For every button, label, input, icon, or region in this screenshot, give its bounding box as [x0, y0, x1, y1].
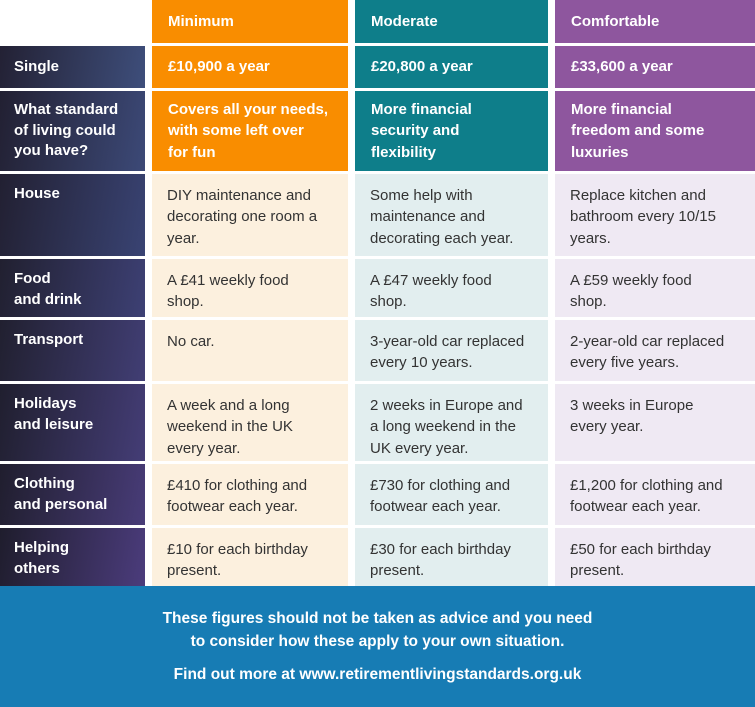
cell-house-moderate: Some help with maintenance and decoratin… [355, 174, 548, 256]
column-header-comfortable: Comfortable [555, 0, 755, 43]
cell-holidays-minimum: A week and a long weekend in the UK ever… [152, 384, 348, 461]
cell-clothing-comfortable: £1,200 for clothing and footwear each ye… [555, 464, 755, 525]
column-header-minimum: Minimum [152, 0, 348, 43]
cell-food-minimum: A £41 weekly food shop. [152, 259, 348, 317]
cell-food-comfortable: A £59 weekly food shop. [555, 259, 755, 317]
footer-disclaimer: These figures should not be taken as adv… [162, 610, 593, 651]
standards-grid: Minimum Moderate Comfortable Single £10,… [0, 0, 755, 586]
cell-standard-moderate: More financial security and flexibility [355, 91, 548, 171]
header-spacer [0, 0, 145, 43]
cell-transport-comfortable: 2-year-old car replaced every five years… [555, 320, 755, 381]
row-label-clothing-and-personal: Clothing and personal [0, 464, 145, 525]
cell-single-comfortable: £33,600 a year [555, 46, 755, 88]
cell-standard-comfortable: More financial freedom and some luxuries [555, 91, 755, 171]
cell-single-moderate: £20,800 a year [355, 46, 548, 88]
footer-find-out-more-url: Find out more at www.retirementlivingsta… [173, 665, 582, 683]
cell-house-comfortable: Replace kitchen and bathroom every 10/15… [555, 174, 755, 256]
cell-helping-comfortable: £50 for each birthday present. [555, 528, 755, 586]
cell-helping-minimum: £10 for each birthday present. [152, 528, 348, 586]
cell-holidays-comfortable: 3 weeks in Europe every year. [555, 384, 755, 461]
cell-single-minimum: £10,900 a year [152, 46, 348, 88]
row-label-transport: Transport [0, 320, 145, 381]
row-label-house: House [0, 174, 145, 256]
row-label-single: Single [0, 46, 145, 88]
row-label-helping-others: Helping others [0, 528, 145, 586]
row-label-standard-of-living: What standard of living could you have? [0, 91, 145, 171]
row-label-holidays-and-leisure: Holidays and leisure [0, 384, 145, 461]
cell-transport-minimum: No car. [152, 320, 348, 381]
footer-banner: These figures should not be taken as adv… [0, 586, 755, 707]
cell-transport-moderate: 3-year-old car replaced every 10 years. [355, 320, 548, 381]
cell-holidays-moderate: 2 weeks in Europe and a long weekend in … [355, 384, 548, 461]
cell-food-moderate: A £47 weekly food shop. [355, 259, 548, 317]
cell-clothing-minimum: £410 for clothing and footwear each year… [152, 464, 348, 525]
cell-clothing-moderate: £730 for clothing and footwear each year… [355, 464, 548, 525]
cell-helping-moderate: £30 for each birthday present. [355, 528, 548, 586]
column-header-moderate: Moderate [355, 0, 548, 43]
cell-house-minimum: DIY maintenance and decorating one room … [152, 174, 348, 256]
row-label-food-and-drink: Food and drink [0, 259, 145, 317]
cell-standard-minimum: Covers all your needs, with some left ov… [152, 91, 348, 171]
